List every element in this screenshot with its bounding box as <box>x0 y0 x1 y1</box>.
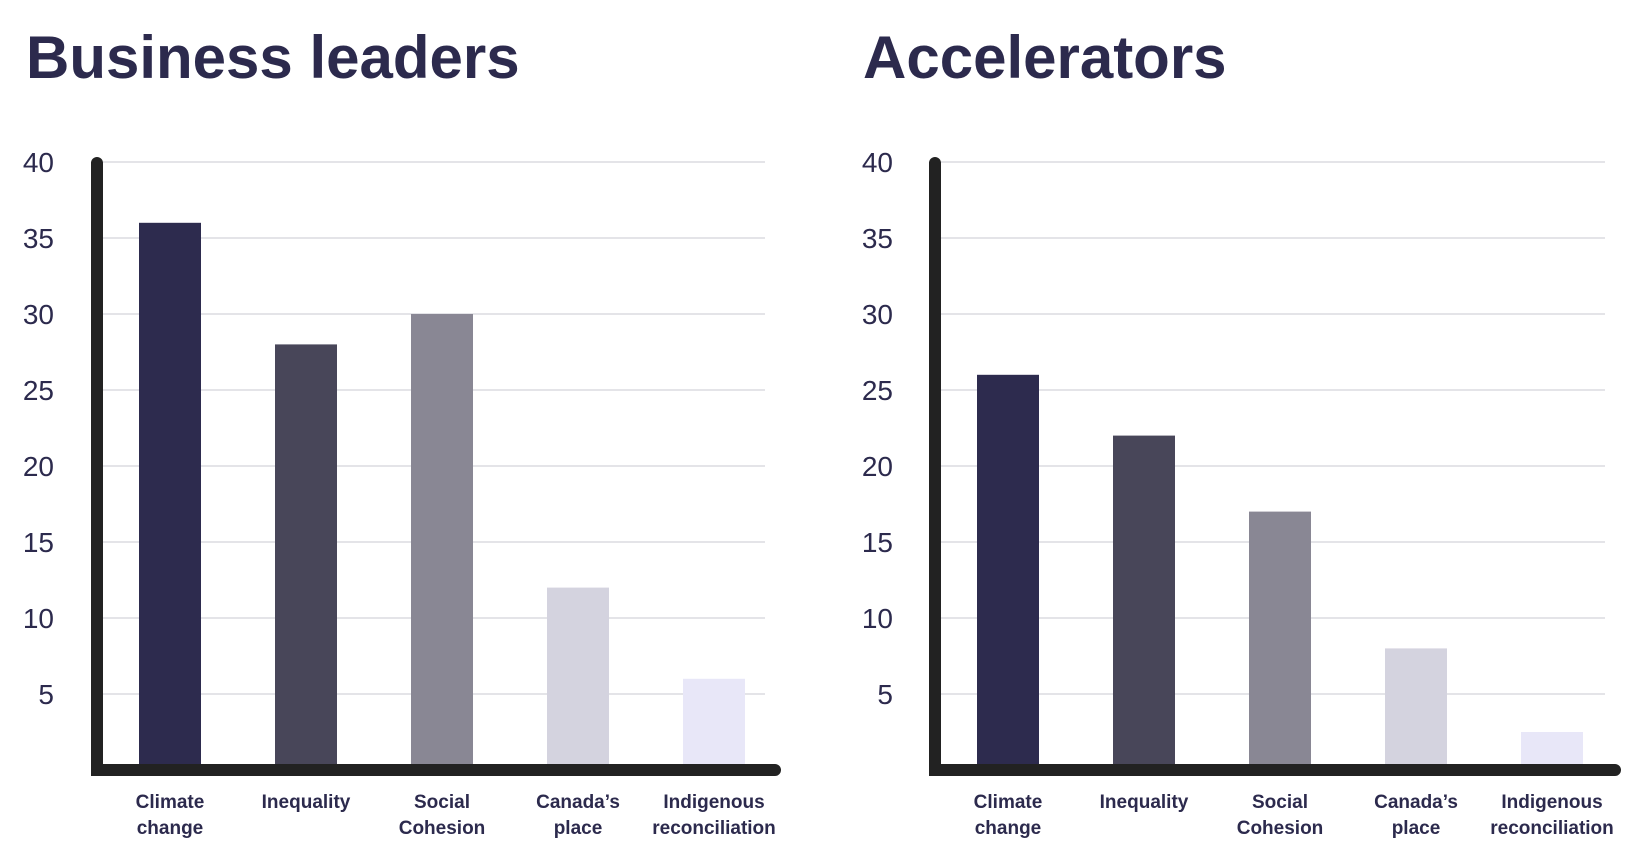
y-tick-label: 35 <box>862 223 893 254</box>
bar <box>1521 732 1583 770</box>
bar <box>139 222 201 771</box>
y-tick-label: 40 <box>23 147 54 178</box>
y-tick-label: 5 <box>38 679 54 710</box>
x-tick-label: Social Cohesion <box>1237 792 1324 839</box>
y-tick-label: 25 <box>23 375 54 406</box>
bar <box>683 678 745 770</box>
chart-panel-1: Business leaders 5 10 15 20 25 30 35 40 Climate ch… <box>23 24 781 839</box>
y-tick-label: 30 <box>862 299 893 330</box>
y-tick-label: 25 <box>862 375 893 406</box>
bar <box>411 314 473 770</box>
x-tick-label: Indigenous reconciliation <box>652 792 776 839</box>
x-tick-label: Canada’s place <box>536 792 620 839</box>
chart-title: Business leaders <box>26 24 520 91</box>
y-tick-label: 20 <box>23 451 54 482</box>
y-tick-label: 10 <box>23 603 54 634</box>
chart-title: Accelerators <box>863 24 1227 91</box>
bar <box>1249 511 1311 770</box>
y-tick-label: 35 <box>23 223 54 254</box>
bar <box>547 587 609 770</box>
y-tick-label: 15 <box>862 527 893 558</box>
axis-line <box>91 157 781 776</box>
bar <box>1385 648 1447 770</box>
x-tick-label: Inequality <box>1100 792 1189 813</box>
y-tick-label: 20 <box>862 451 893 482</box>
x-tick-label: Climate change <box>136 792 205 839</box>
y-tick-label: 15 <box>23 527 54 558</box>
bar <box>1113 435 1175 770</box>
axis-line <box>929 157 1621 776</box>
x-tick-label: Social Cohesion <box>399 792 486 839</box>
x-tick-label: Inequality <box>262 792 351 813</box>
x-tick-label: Indigenous reconciliation <box>1490 792 1614 839</box>
bar <box>275 344 337 770</box>
y-tick-label: 5 <box>877 679 893 710</box>
y-tick-label: 30 <box>23 299 54 330</box>
bar <box>977 374 1039 770</box>
y-tick-label: 40 <box>862 147 893 178</box>
y-tick-label: 10 <box>862 603 893 634</box>
x-tick-label: Climate change <box>974 792 1043 839</box>
chart-panel-2: Accelerators 5 10 15 20 25 30 35 40 Climate change… <box>862 24 1621 839</box>
x-tick-label: Canada’s place <box>1374 792 1458 839</box>
